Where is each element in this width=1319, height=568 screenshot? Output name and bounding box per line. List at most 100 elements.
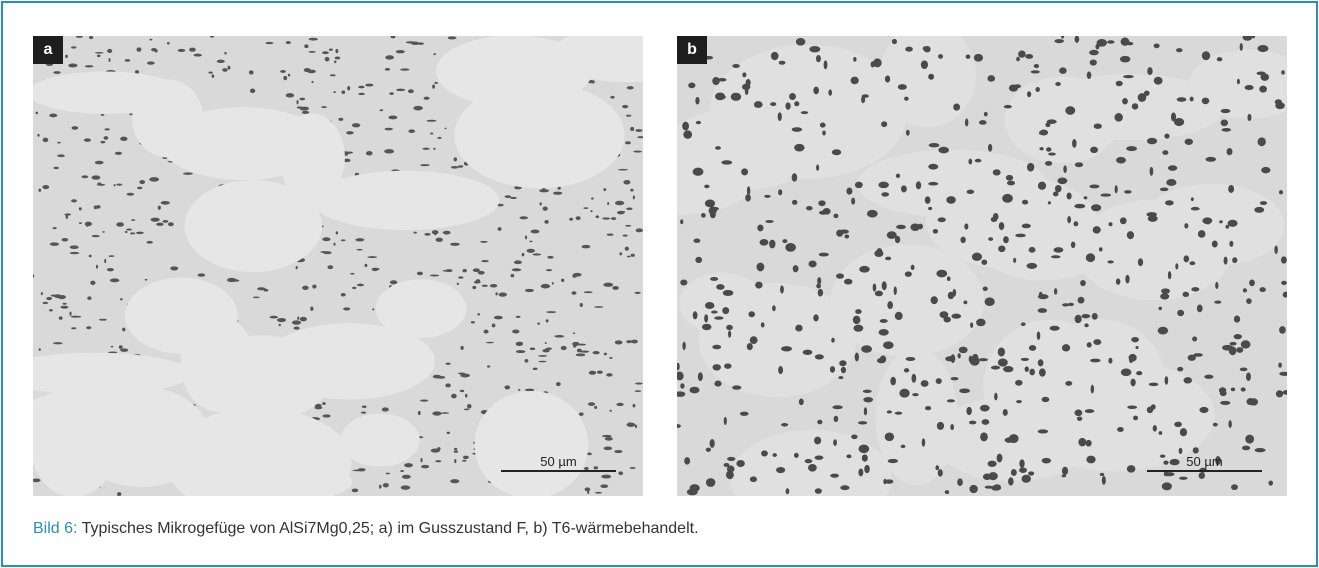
texture [1075,162,1083,167]
texture [1243,288,1247,292]
texture [156,223,164,226]
texture [894,286,897,295]
texture [1085,409,1095,413]
texture [529,241,532,243]
texture [433,375,441,379]
texture [372,308,374,310]
texture [925,196,931,204]
texture [1027,263,1038,269]
texture [1093,226,1101,233]
texture [457,283,459,285]
texture [1018,50,1026,57]
texture [945,356,955,361]
texture [512,329,519,333]
texture [606,373,612,376]
texture [310,307,313,311]
texture [819,253,829,257]
texture [119,345,123,349]
texture [594,306,603,308]
texture [689,387,699,394]
texture [975,159,982,163]
texture [808,464,817,472]
texture [1120,217,1127,224]
texture [101,114,105,116]
texture [813,314,819,321]
texture [1243,36,1253,41]
texture [712,345,721,349]
texture [561,346,567,350]
texture [336,231,338,234]
texture [635,129,642,132]
texture [974,54,983,62]
texture [553,192,562,195]
texture [727,457,735,461]
texture [1158,327,1168,335]
texture [102,231,105,233]
texture [761,450,768,456]
texture [130,232,135,234]
texture [594,406,597,409]
texture [481,260,489,262]
texture [352,123,360,127]
texture [1095,44,1099,49]
texture [959,389,970,394]
texture [635,425,637,428]
texture [801,111,808,114]
texture [556,382,561,386]
texture [402,475,411,479]
texture [1042,458,1052,464]
texture [892,39,897,44]
texture [684,457,690,464]
texture [880,319,888,323]
texture [577,349,582,353]
texture [1063,165,1067,173]
texture [693,311,698,319]
texture [1072,139,1077,148]
texture [595,492,602,494]
texture [519,216,528,219]
texture [1215,282,1218,289]
texture [1071,242,1076,249]
texture [873,58,882,67]
texture [1191,197,1194,201]
texture [618,169,628,171]
texture [108,352,117,354]
texture [135,70,139,74]
texture [936,270,947,278]
texture [1025,54,1033,59]
texture [54,167,59,169]
texture [627,86,634,89]
texture [912,393,919,396]
texture [65,55,68,58]
texture [527,249,535,253]
texture [805,459,813,463]
texture [782,239,787,243]
texture [434,82,437,84]
texture [896,225,906,229]
texture [1008,477,1014,485]
texture [779,61,786,65]
texture [1229,346,1237,355]
texture [1180,428,1187,436]
texture [830,474,839,478]
texture [1234,316,1240,323]
texture [677,363,680,371]
texture [1133,416,1138,421]
texture [321,106,326,108]
texture [785,243,796,252]
texture [1117,427,1124,432]
texture [778,112,782,121]
texture [980,405,990,412]
texture [352,287,356,289]
texture [335,49,338,53]
texture [39,348,41,351]
texture [1220,401,1230,405]
texture [1062,467,1068,475]
texture [1146,212,1157,217]
texture [81,175,88,178]
texture [1055,82,1061,86]
texture [936,378,942,384]
texture [277,318,286,322]
texture [1228,185,1234,193]
texture [1175,263,1178,269]
